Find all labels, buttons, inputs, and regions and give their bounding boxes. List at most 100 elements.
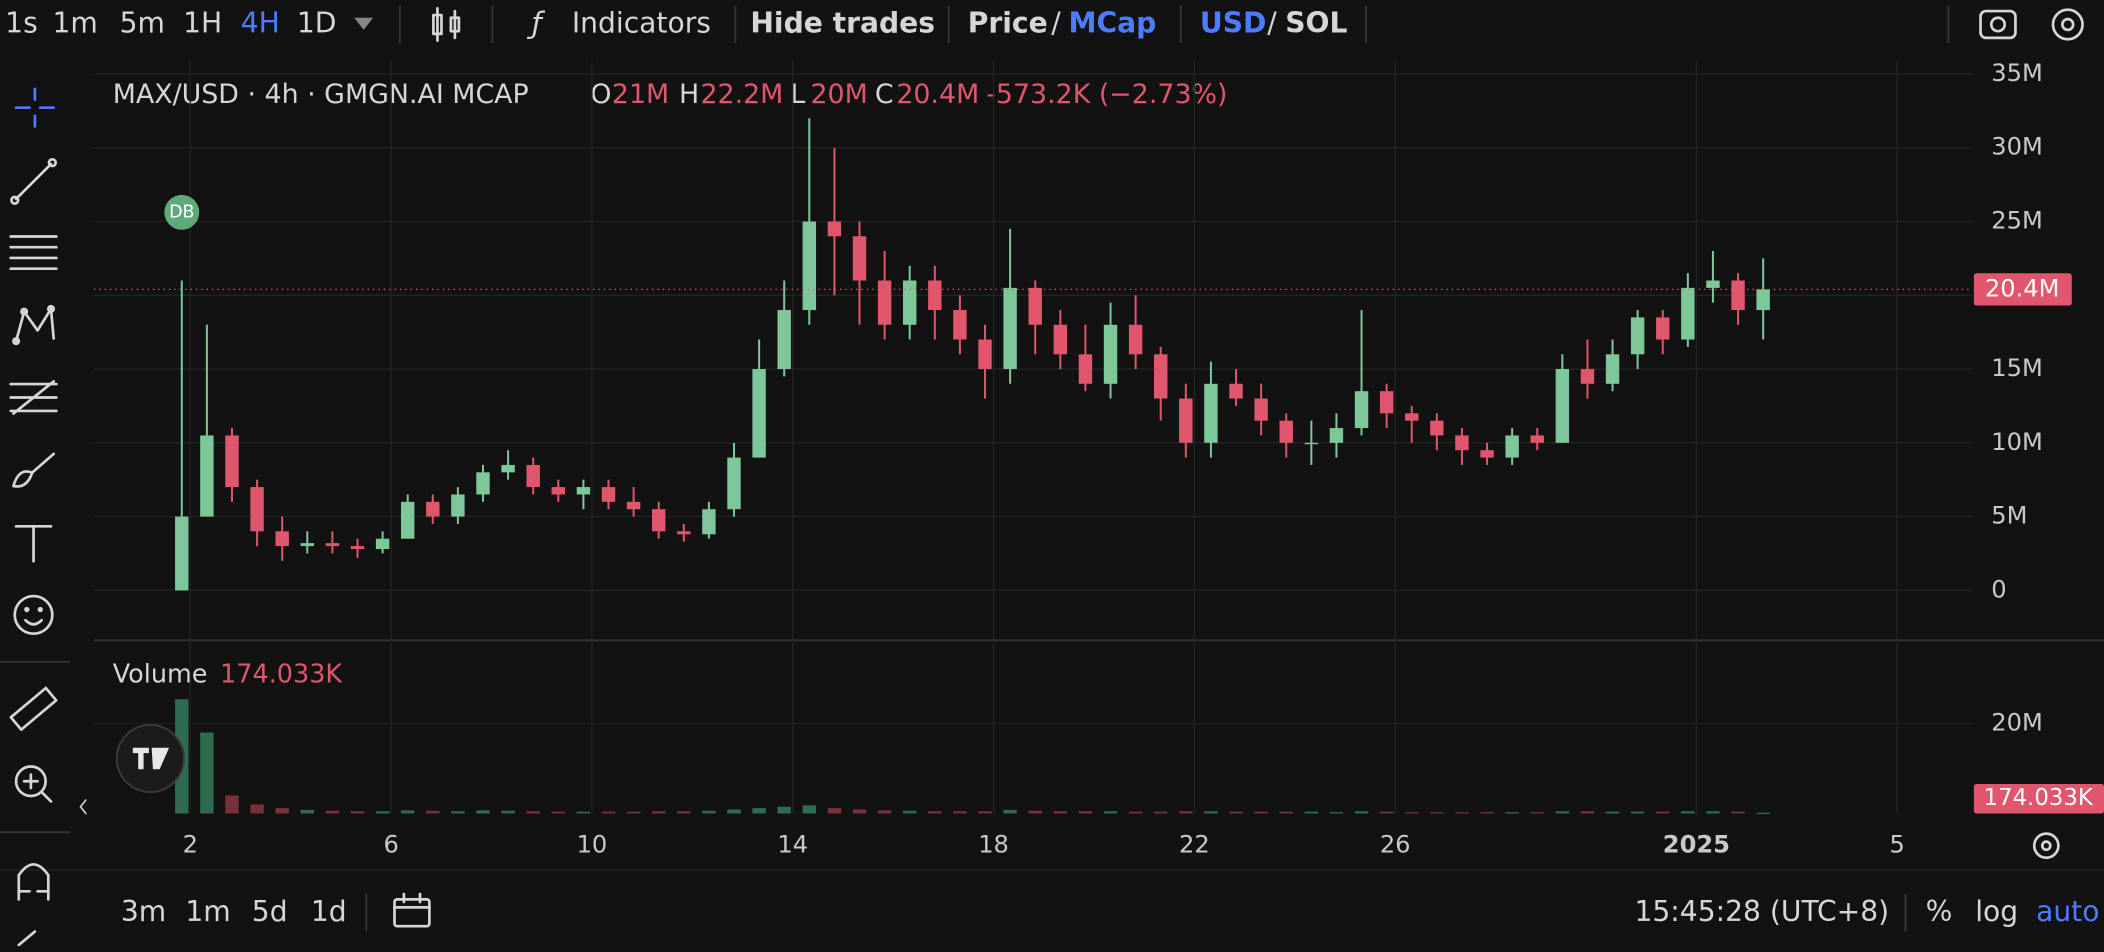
volume-bar	[1630, 811, 1645, 814]
x-tick-label: 6	[383, 831, 398, 859]
axis-settings-icon[interactable]	[2032, 832, 2060, 860]
volume-bar	[325, 810, 340, 814]
volume-bar	[1354, 811, 1369, 814]
candle-body	[1279, 420, 1293, 443]
ohlc-label: O	[590, 79, 611, 110]
candle-body	[1731, 280, 1745, 311]
tradingview-logo[interactable]	[115, 723, 185, 794]
x-tick-label: 2025	[1663, 831, 1730, 859]
settings-icon[interactable]	[2051, 8, 2084, 41]
candle-body	[350, 546, 365, 550]
candle-body	[827, 221, 842, 237]
interval[interactable]: 1s	[5, 6, 38, 39]
candle-body	[1154, 354, 1168, 399]
y-tick-label: 30M	[1991, 133, 2043, 161]
volume-bar	[1430, 812, 1444, 814]
lines-tool[interactable]	[9, 235, 58, 271]
volume-bar	[375, 811, 390, 814]
sol-toggle[interactable]: SOL	[1285, 6, 1347, 39]
candle-body	[200, 435, 214, 517]
camera-icon[interactable]	[1979, 9, 2017, 40]
candle-body	[677, 531, 691, 535]
ohlc-value: 21M	[612, 79, 669, 110]
pattern-tool[interactable]	[12, 304, 56, 346]
candle-body	[1605, 354, 1620, 384]
candle-body	[1028, 287, 1042, 325]
hide-trades-button[interactable]: Hide trades	[750, 6, 935, 39]
candle-body	[1455, 435, 1469, 451]
candle-body	[802, 221, 817, 311]
ruler-tool[interactable]	[9, 686, 58, 731]
interval[interactable]: 1D	[297, 6, 337, 39]
interval-active[interactable]: 4H	[241, 6, 280, 39]
volume-value: 174.033K	[220, 659, 343, 689]
volume-bar	[350, 811, 365, 814]
percent-toggle[interactable]: %	[1926, 895, 1953, 928]
mcap-toggle[interactable]: MCap	[1068, 6, 1156, 39]
candle-body	[451, 494, 465, 517]
volume-bar	[903, 810, 917, 814]
clock: 15:45:28 (UTC+8)	[1634, 895, 1889, 928]
volume-bar	[1204, 811, 1218, 814]
volume-bar	[877, 810, 892, 814]
price-toggle[interactable]: Price	[968, 6, 1048, 39]
emoji-tool[interactable]	[13, 594, 54, 636]
candle-body	[928, 280, 942, 311]
usd-toggle[interactable]: USD	[1200, 6, 1267, 39]
zoom-tool[interactable]	[14, 765, 53, 803]
range-button[interactable]: 1d	[311, 895, 347, 928]
fib-tool[interactable]	[9, 380, 58, 415]
indicators-button[interactable]: Indicators	[572, 6, 711, 39]
fx-icon[interactable]: ƒ	[527, 6, 546, 40]
volume-bar	[275, 808, 289, 814]
brush-tool[interactable]	[12, 452, 56, 488]
trade-marker-label: DB	[169, 202, 194, 222]
trendline-tool[interactable]	[10, 157, 58, 205]
y-tick-label: 15M	[1991, 354, 2043, 382]
range-button[interactable]: 1m	[185, 895, 230, 928]
chart-title: MAX/USD · 4h · GMGN.AI MCAP	[113, 79, 529, 110]
collapse-arrow[interactable]	[79, 799, 87, 815]
interval[interactable]: 5m	[120, 6, 165, 39]
interval[interactable]: 1H	[183, 6, 222, 39]
volume-bar	[1605, 811, 1620, 814]
candle-body	[275, 531, 289, 547]
range-button[interactable]: 5d	[252, 895, 288, 928]
slash: /	[1267, 6, 1277, 39]
candle-body	[903, 280, 917, 325]
x-tick-label: 14	[777, 831, 808, 859]
volume-bar	[1229, 811, 1243, 814]
crosshair-tool[interactable]	[14, 87, 56, 128]
candle-body	[1254, 398, 1268, 421]
dropdown-arrow[interactable]	[354, 17, 374, 30]
volume-bar	[200, 732, 214, 814]
volume-tag-label: 174.033K	[1984, 785, 2094, 811]
auto-toggle[interactable]: auto	[2036, 895, 2099, 928]
x-tick-label: 10	[577, 831, 608, 859]
candle-body	[1003, 287, 1017, 370]
candle-body	[1480, 450, 1494, 458]
range-button[interactable]: 3m	[121, 895, 166, 928]
candle-body	[651, 509, 666, 532]
log-toggle[interactable]: log	[1975, 895, 2018, 928]
candle-body	[1229, 383, 1243, 399]
calendar-icon[interactable]	[393, 892, 431, 928]
y-tick-label: 20M	[1991, 709, 2043, 737]
volume-bar	[1530, 812, 1544, 814]
candle-type-icon[interactable]	[432, 7, 461, 42]
volume-bar	[1053, 811, 1068, 814]
candle-body	[1530, 435, 1544, 443]
interval[interactable]: 1m	[52, 6, 97, 39]
candle-body	[626, 501, 641, 510]
candle-body	[1379, 391, 1394, 414]
candle-body	[526, 464, 540, 488]
magnet-tool[interactable]	[17, 863, 50, 901]
text-tool[interactable]	[14, 524, 53, 563]
candle-body	[551, 487, 566, 495]
candle-body	[852, 236, 867, 281]
volume-bar	[752, 808, 766, 814]
pencil-tool[interactable]	[17, 930, 37, 947]
volume-bar	[1756, 812, 1770, 815]
